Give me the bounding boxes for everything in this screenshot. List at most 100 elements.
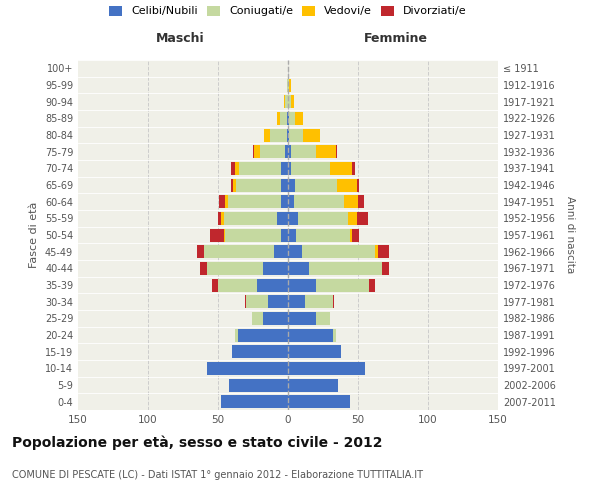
Bar [291,145,316,158]
Bar [284,95,285,108]
Bar [257,278,288,291]
Y-axis label: Fasce di età: Fasce di età [29,202,39,268]
Bar [246,295,268,308]
Bar [344,195,358,208]
Bar [207,362,288,375]
Bar [291,95,293,108]
Bar [288,195,293,208]
Bar [302,245,375,258]
Bar [212,278,218,291]
Bar [230,178,233,192]
Bar [281,162,288,175]
Bar [358,195,364,208]
Bar [263,262,288,275]
Bar [245,295,246,308]
Bar [296,228,350,241]
Bar [233,178,236,192]
Bar [288,295,305,308]
Bar [316,145,335,158]
Bar [280,112,287,125]
Bar [309,262,382,275]
Bar [288,395,350,408]
Bar [218,278,257,291]
Bar [288,78,289,92]
Bar [304,128,320,141]
Bar [293,195,344,208]
Bar [377,245,389,258]
Bar [230,162,235,175]
Bar [352,162,355,175]
Bar [316,312,330,325]
Bar [295,178,337,192]
Text: Popolazione per età, sesso e stato civile - 2012: Popolazione per età, sesso e stato civil… [12,435,383,450]
Bar [277,112,280,125]
Bar [295,112,304,125]
Bar [239,162,281,175]
Bar [204,245,274,258]
Y-axis label: Anni di nascita: Anni di nascita [565,196,575,274]
Bar [229,378,288,392]
Bar [288,345,341,358]
Bar [288,212,298,225]
Bar [288,312,316,325]
Bar [224,228,225,241]
Bar [254,145,260,158]
Bar [316,278,369,291]
Bar [288,95,291,108]
Text: Maschi: Maschi [155,32,205,45]
Bar [288,262,309,275]
Bar [236,178,281,192]
Bar [228,195,281,208]
Bar [289,128,304,141]
Bar [348,212,356,225]
Text: COMUNE DI PESCATE (LC) - Dati ISTAT 1° gennaio 2012 - Elaborazione TUTTITALIA.IT: COMUNE DI PESCATE (LC) - Dati ISTAT 1° g… [12,470,423,480]
Bar [207,262,263,275]
Bar [375,245,377,258]
Bar [335,145,337,158]
Bar [281,195,288,208]
Bar [264,128,270,141]
Bar [291,162,330,175]
Bar [288,362,365,375]
Bar [270,128,287,141]
Bar [232,345,288,358]
Bar [333,295,334,308]
Bar [281,228,288,241]
Bar [238,328,288,342]
Bar [287,128,288,141]
Bar [288,378,338,392]
Bar [288,245,302,258]
Bar [288,178,295,192]
Bar [287,112,288,125]
Bar [289,112,295,125]
Legend: Celibi/Nubili, Coniugati/e, Vedovi/e, Divorziati/e: Celibi/Nubili, Coniugati/e, Vedovi/e, Di… [109,6,467,16]
Text: Femmine: Femmine [364,32,428,45]
Bar [288,328,333,342]
Bar [352,228,359,241]
Bar [268,295,288,308]
Bar [221,395,288,408]
Bar [333,328,335,342]
Bar [287,78,288,92]
Bar [288,145,291,158]
Bar [330,162,352,175]
Bar [253,145,254,158]
Bar [274,245,288,258]
Bar [337,178,356,192]
Bar [350,228,352,241]
Bar [285,95,288,108]
Bar [220,195,225,208]
Bar [288,162,291,175]
Bar [225,195,228,208]
Bar [382,262,389,275]
Bar [288,278,316,291]
Bar [356,178,359,192]
Bar [281,178,288,192]
Bar [218,212,221,225]
Bar [288,128,289,141]
Bar [263,312,288,325]
Bar [197,245,204,258]
Bar [285,145,288,158]
Bar [260,145,285,158]
Bar [251,312,263,325]
